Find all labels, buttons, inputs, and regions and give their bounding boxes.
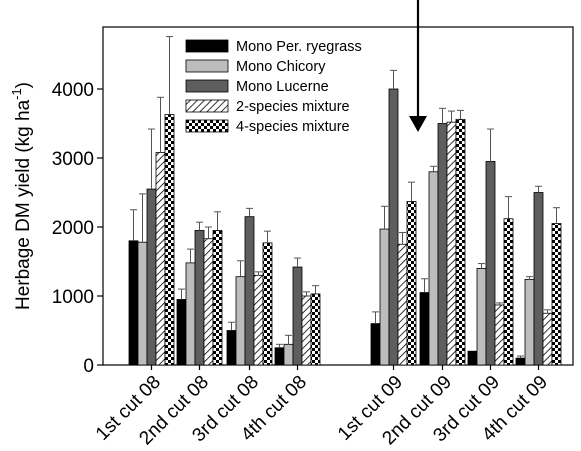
bar	[226, 330, 237, 366]
bar	[388, 88, 399, 366]
down-arrow-icon	[409, 0, 427, 132]
bar	[533, 192, 544, 366]
bar	[503, 218, 514, 366]
bar	[176, 299, 187, 366]
bar	[467, 350, 478, 366]
legend-swatch	[185, 99, 229, 113]
bar	[155, 152, 166, 366]
bar	[428, 171, 439, 366]
bar	[244, 216, 255, 366]
bar	[137, 241, 148, 366]
bar	[551, 223, 562, 366]
bar	[283, 343, 294, 366]
bar	[515, 357, 526, 366]
y-axis-title-exponent: -1	[9, 88, 24, 100]
bar	[194, 230, 205, 366]
bar	[524, 279, 535, 366]
bar	[203, 238, 214, 366]
bar	[185, 262, 196, 366]
y-axis-title-text: Herbage DM yield (kg ha	[13, 99, 34, 310]
bar	[146, 188, 157, 366]
bar	[446, 121, 457, 366]
bar	[476, 267, 487, 366]
bar	[164, 114, 175, 366]
bar	[235, 276, 246, 366]
bar	[274, 347, 285, 366]
bars-layer	[128, 36, 562, 366]
legend-label: Mono Per. ryegrass	[236, 39, 362, 55]
legend-swatch	[185, 119, 229, 133]
bar	[542, 312, 553, 366]
y-tick-label: 3000	[52, 149, 94, 170]
plot-area	[102, 26, 574, 366]
bar	[455, 118, 466, 366]
legend: Mono Per. ryegrass Mono Chicory Mono Lucer…	[185, 39, 362, 135]
bar	[485, 161, 496, 366]
bar	[370, 323, 381, 366]
y-axis-title-close: )	[13, 82, 34, 88]
legend-swatch	[185, 59, 229, 73]
bar	[310, 293, 321, 366]
legend-swatch	[185, 79, 229, 93]
y-axis-title: Herbage DM yield (kg ha-1)	[9, 82, 34, 310]
y-tick-label: 2000	[52, 218, 94, 239]
bar	[379, 228, 390, 366]
bar	[494, 304, 505, 366]
bar	[397, 243, 408, 366]
bar	[419, 292, 430, 366]
bar	[406, 201, 417, 366]
y-tick-label: 4000	[52, 80, 94, 101]
legend-label: 4-species mixture	[236, 119, 350, 135]
plot-border	[102, 26, 574, 366]
bar	[212, 230, 223, 366]
legend-label: Mono Lucerne	[236, 79, 329, 95]
bar	[301, 295, 312, 366]
legend-label: Mono Chicory	[236, 59, 326, 75]
y-tick-label: 0	[83, 356, 94, 377]
bar	[128, 240, 139, 366]
bar	[253, 274, 264, 366]
y-axis: 0 1000 2000 3000 4000	[52, 80, 103, 377]
y-tick-label: 1000	[52, 287, 94, 308]
legend-swatch	[185, 39, 229, 53]
bar	[262, 242, 273, 366]
bar	[292, 266, 303, 366]
bar	[437, 123, 448, 366]
legend-label: 2-species mixture	[236, 99, 350, 115]
